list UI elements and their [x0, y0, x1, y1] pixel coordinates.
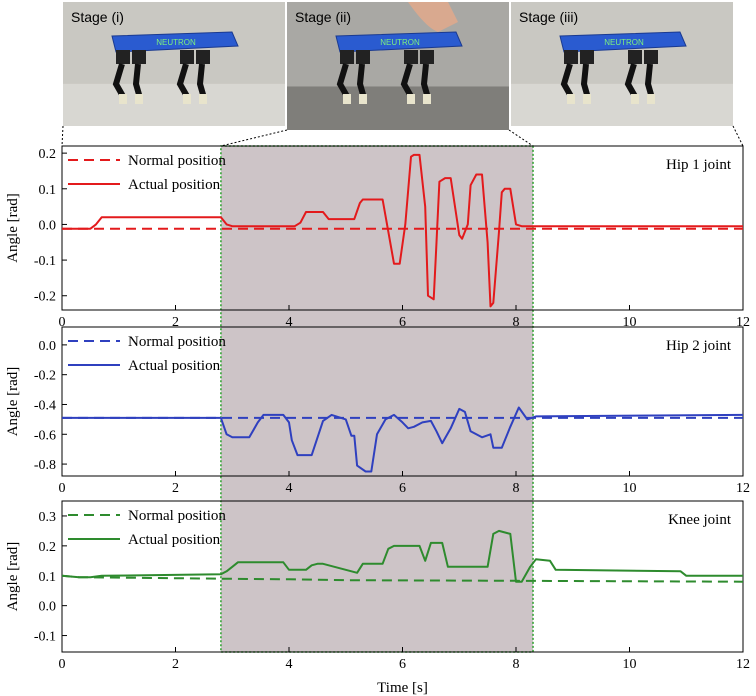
robot-leg-icon — [336, 50, 354, 104]
y-tick-label: 0.1 — [39, 570, 57, 585]
x-tick-label: 4 — [286, 657, 293, 672]
robot-body-icon — [111, 31, 239, 53]
robot-leg-icon — [196, 50, 210, 104]
robot-leg-icon — [624, 50, 642, 104]
panel-title: Hip 2 joint — [666, 338, 732, 354]
y-tick-label: 0.0 — [39, 339, 57, 354]
x-tick-label: 12 — [736, 315, 750, 330]
y-axis-label: Angle [rad] — [5, 367, 21, 437]
x-tick-label: 0 — [59, 315, 66, 330]
x-tick-label: 12 — [736, 657, 750, 672]
legend-actual-label: Actual position — [128, 358, 221, 374]
connector-line — [508, 129, 534, 147]
connector-line — [61, 125, 64, 147]
y-tick-label: 0.1 — [39, 183, 57, 198]
y-tick-label: 0.3 — [39, 510, 57, 525]
y-tick-label: -0.2 — [34, 290, 56, 305]
stage-label: Stage (iii) — [519, 9, 578, 25]
legend: Normal position Actual position — [68, 508, 226, 548]
stage-photo-3: NEUTRON Stage (iii) — [511, 2, 733, 126]
robot-leg-icon — [132, 50, 146, 104]
x-tick-label: 12 — [736, 481, 750, 496]
photo-floor — [287, 86, 509, 130]
x-tick-label: 8 — [513, 657, 520, 672]
panel-1: 0.2 0.1 0.0 -0.1 -0.20 2 4 6 8 10 12 Angle [rad] Nor… — [5, 145, 750, 330]
actual-position-line — [61, 529, 743, 583]
x-tick-label: 8 — [513, 481, 520, 496]
robot-body-icon — [335, 31, 463, 53]
legend-actual-label: Actual position — [128, 177, 221, 193]
y-axis-label: Angle [rad] — [5, 542, 21, 612]
robot-leg-icon — [644, 50, 658, 104]
y-tick-label: -0.4 — [34, 398, 56, 413]
x-tick-label: 0 — [59, 657, 66, 672]
robot-logo: NEUTRON — [604, 38, 644, 47]
x-tick-label: 4 — [286, 481, 293, 496]
robot-leg-icon — [580, 50, 594, 104]
x-tick-label: 2 — [172, 481, 179, 496]
x-tick-label: 6 — [399, 481, 406, 496]
x-tick-label: 8 — [513, 315, 520, 330]
legend-actual-label: Actual position — [128, 532, 221, 548]
y-axis-label: Angle [rad] — [5, 193, 21, 263]
robot-leg-icon — [176, 50, 194, 104]
y-tick-label: -0.1 — [34, 630, 56, 645]
panel-3: 0.3 0.2 0.1 0.0 -0.10 2 4 6 8 10 12 Angle [rad] Norm… — [5, 500, 750, 672]
stage-connectors — [61, 125, 744, 147]
y-tick-label: -0.6 — [34, 428, 56, 443]
x-tick-label: 10 — [623, 657, 637, 672]
legend-normal-label: Normal position — [128, 153, 226, 169]
panel-2: 0.0 -0.2 -0.4 -0.6 -0.80 2 4 6 8 10 12 Angle [rad] N… — [5, 326, 750, 496]
y-tick-label: 0.0 — [39, 600, 57, 615]
robot-leg-icon — [356, 50, 370, 104]
x-axis-label: Time [s] — [377, 680, 428, 696]
robot-leg-icon — [112, 50, 130, 104]
robot-leg-icon — [560, 50, 578, 104]
x-tick-label: 4 — [286, 315, 293, 330]
photo-floor — [63, 83, 285, 126]
legend: Normal position Actual position — [68, 334, 226, 374]
connector-line — [732, 125, 744, 147]
y-tick-label: 0.0 — [39, 218, 57, 233]
panel-title: Knee joint — [668, 512, 732, 528]
robot-leg-icon — [420, 50, 434, 104]
actual-position-line — [62, 406, 744, 473]
legend-normal-label: Normal position — [128, 334, 226, 350]
hand-icon — [408, 2, 458, 32]
x-tick-label: 10 — [623, 315, 637, 330]
legend-normal-label: Normal position — [128, 508, 226, 524]
actual-position-line — [62, 153, 743, 308]
legend: Normal position Actual position — [68, 153, 226, 193]
x-tick-label: 0 — [59, 481, 66, 496]
stage-photo-2: NEUTRON Stage (ii) — [287, 2, 509, 130]
y-tick-label: 0.2 — [39, 147, 57, 162]
stage-photo-1: NEUTRON Stage (i) — [63, 2, 285, 126]
y-tick-label: -0.2 — [34, 369, 56, 384]
y-tick-label: -0.1 — [34, 254, 56, 269]
robot-logo: NEUTRON — [156, 38, 196, 47]
x-tick-label: 10 — [623, 481, 637, 496]
y-tick-label: -0.8 — [34, 458, 56, 473]
panel-title: Hip 1 joint — [666, 157, 732, 173]
x-tick-label: 2 — [172, 657, 179, 672]
x-tick-label: 2 — [172, 315, 179, 330]
robot-leg-icon — [400, 50, 418, 104]
robot-body-icon — [559, 31, 687, 53]
photo-floor — [511, 83, 733, 126]
x-tick-label: 6 — [399, 315, 406, 330]
x-tick-label: 6 — [399, 657, 406, 672]
robot-logo: NEUTRON — [380, 38, 420, 47]
stage-label: Stage (i) — [71, 9, 124, 25]
stage-label: Stage (ii) — [295, 9, 351, 25]
y-tick-label: 0.2 — [39, 540, 57, 555]
connector-line — [220, 129, 288, 147]
